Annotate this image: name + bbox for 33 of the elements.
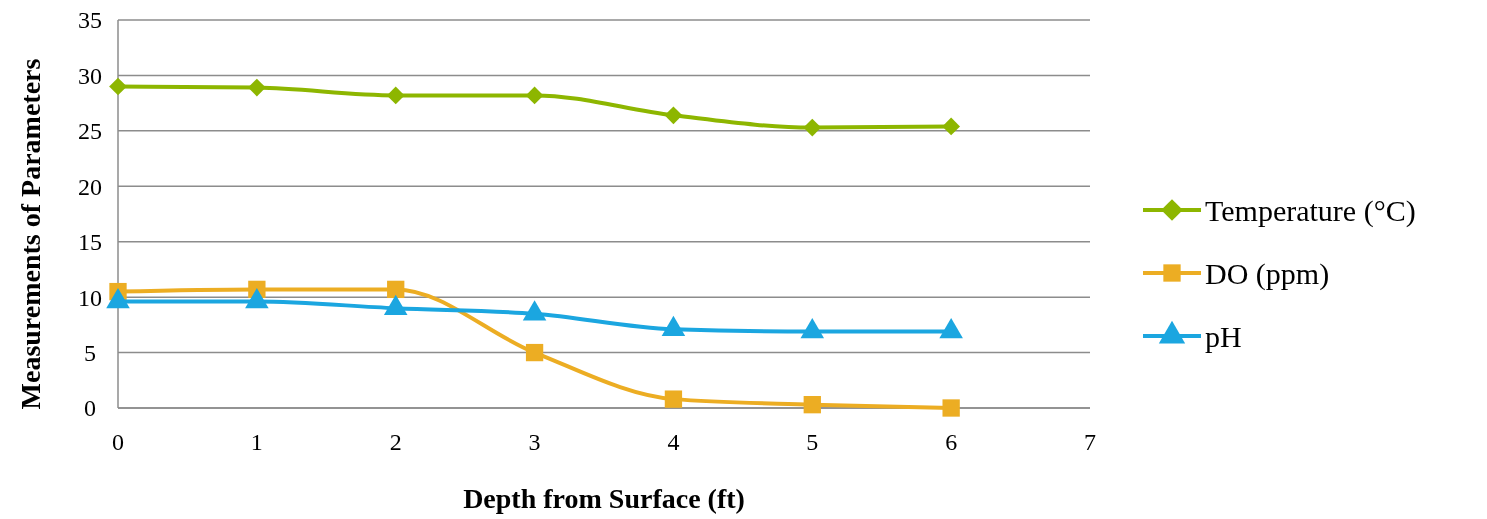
x-axis-title: Depth from Surface (ft) bbox=[463, 483, 745, 514]
point bbox=[248, 78, 266, 97]
point bbox=[664, 106, 683, 125]
y-tick-label: 10 bbox=[78, 284, 102, 311]
x-tick-label: 1 bbox=[250, 429, 263, 455]
y-tick-label: 15 bbox=[78, 229, 102, 256]
point bbox=[942, 117, 960, 136]
y-tick-label: 25 bbox=[78, 118, 102, 145]
point bbox=[109, 77, 127, 96]
y-tick-label: 5 bbox=[84, 339, 96, 366]
x-tick-label: 3 bbox=[528, 429, 541, 455]
y-tick-label: 20 bbox=[78, 173, 102, 200]
x-tick-label: 7 bbox=[1084, 429, 1096, 455]
point bbox=[525, 343, 544, 362]
x-tick-label: 0 bbox=[112, 429, 124, 455]
legend-label: Temperature (°C) bbox=[1205, 193, 1416, 228]
y-axis-title: Measurements of Parameters bbox=[15, 58, 46, 410]
legend-label: DO (ppm) bbox=[1205, 256, 1330, 291]
legend-label: pH bbox=[1205, 319, 1242, 353]
y-tick-label: 0 bbox=[84, 395, 96, 422]
x-tick-label: 2 bbox=[389, 429, 402, 455]
x-tick-label: 4 bbox=[667, 429, 680, 455]
point bbox=[387, 280, 405, 299]
point bbox=[664, 390, 683, 408]
point bbox=[942, 399, 960, 417]
point bbox=[386, 86, 405, 105]
x-tick-label: 5 bbox=[806, 429, 819, 455]
x-tick-label: 6 bbox=[945, 429, 958, 455]
point bbox=[525, 86, 544, 105]
y-tick-label: 30 bbox=[78, 62, 102, 89]
point bbox=[803, 118, 822, 137]
point bbox=[803, 396, 821, 414]
y-tick-label: 35 bbox=[78, 7, 102, 34]
